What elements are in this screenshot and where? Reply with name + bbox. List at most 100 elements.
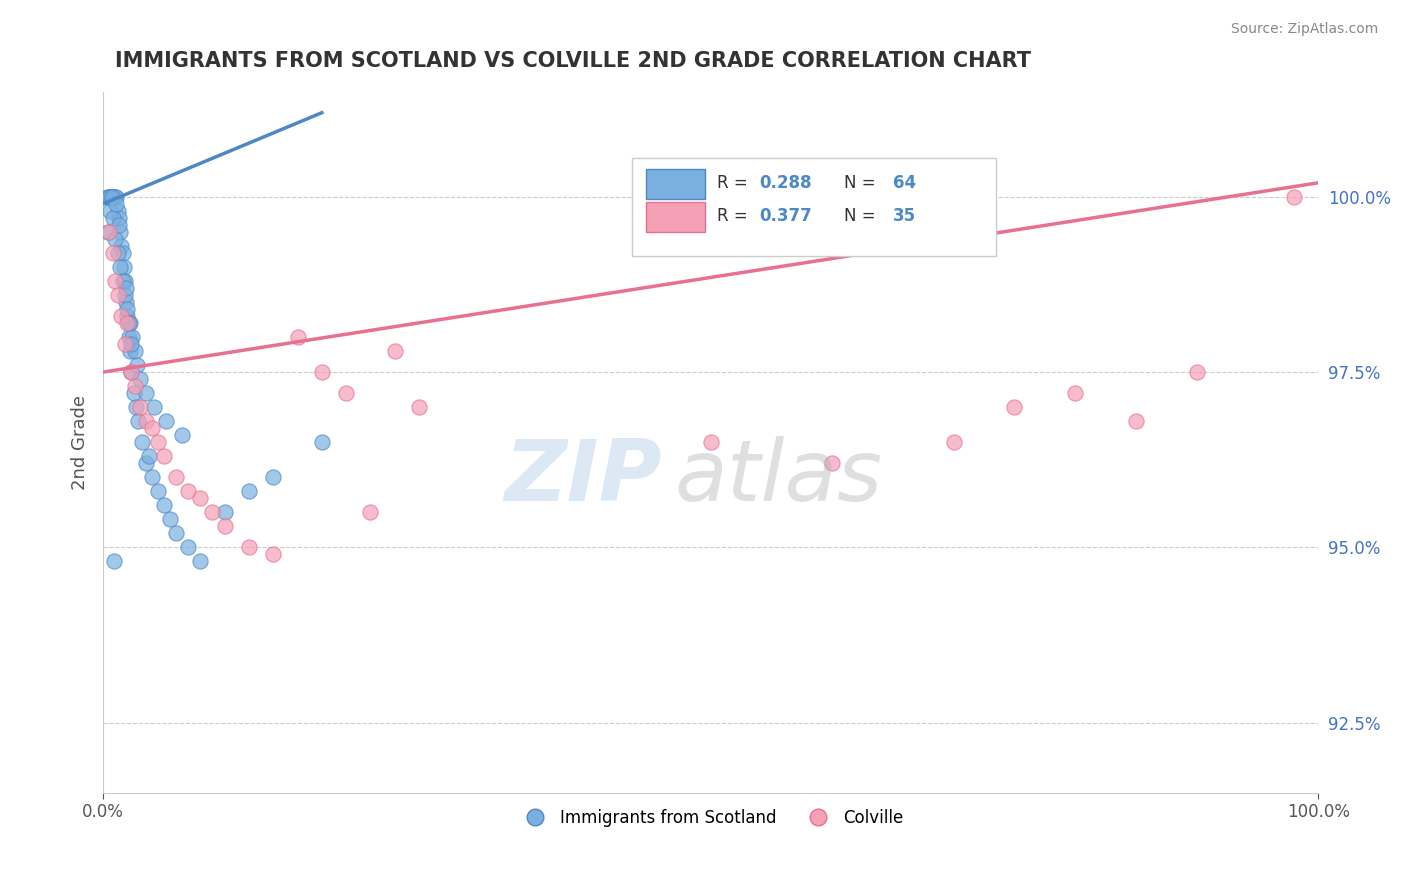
Point	[262, 547, 284, 561]
Text: 0.288: 0.288	[759, 174, 811, 192]
Point	[107, 246, 129, 260]
Point	[1064, 386, 1087, 401]
Point	[942, 435, 965, 450]
Point	[108, 211, 131, 225]
Point	[100, 190, 122, 204]
Point	[311, 435, 333, 450]
Point	[165, 470, 187, 484]
Point	[821, 456, 844, 470]
Point	[188, 491, 211, 506]
Point	[127, 414, 149, 428]
Point	[118, 316, 141, 330]
Text: 0.377: 0.377	[759, 207, 813, 225]
Point	[111, 274, 134, 288]
Point	[100, 190, 122, 204]
Point	[101, 211, 124, 225]
Text: IMMIGRANTS FROM SCOTLAND VS COLVILLE 2ND GRADE CORRELATION CHART: IMMIGRANTS FROM SCOTLAND VS COLVILLE 2ND…	[115, 51, 1031, 70]
Point	[98, 190, 121, 204]
Point	[107, 203, 129, 218]
Point	[108, 218, 131, 232]
Point	[1125, 414, 1147, 428]
Point	[110, 239, 132, 253]
Point	[138, 449, 160, 463]
Point	[143, 400, 166, 414]
Point	[287, 330, 309, 344]
FancyBboxPatch shape	[647, 202, 704, 232]
Point	[128, 400, 150, 414]
Point	[335, 386, 357, 401]
Point	[103, 554, 125, 568]
Point	[359, 505, 381, 519]
Point	[98, 225, 121, 239]
Point	[120, 365, 142, 379]
Text: Source: ZipAtlas.com: Source: ZipAtlas.com	[1230, 22, 1378, 37]
Point	[408, 400, 430, 414]
Point	[114, 337, 136, 351]
Text: 35: 35	[893, 207, 917, 225]
Point	[141, 421, 163, 435]
Point	[238, 484, 260, 499]
Text: N =: N =	[845, 207, 882, 225]
Point	[311, 365, 333, 379]
Point	[100, 203, 122, 218]
Point	[177, 484, 200, 499]
Point	[101, 190, 124, 204]
Point	[1282, 190, 1305, 204]
Point	[214, 519, 236, 533]
Text: atlas: atlas	[675, 435, 882, 519]
Point	[125, 400, 148, 414]
Point	[262, 470, 284, 484]
Point	[1185, 365, 1208, 379]
Text: R =: R =	[717, 174, 752, 192]
Point	[104, 190, 127, 204]
Point	[103, 190, 125, 204]
Point	[122, 386, 145, 401]
Point	[141, 470, 163, 484]
Point	[127, 358, 149, 372]
Point	[146, 435, 169, 450]
Point	[124, 379, 146, 393]
Point	[98, 190, 121, 204]
Point	[1004, 400, 1026, 414]
Legend: Immigrants from Scotland, Colville: Immigrants from Scotland, Colville	[512, 802, 910, 833]
Point	[146, 484, 169, 499]
Point	[135, 456, 157, 470]
Point	[96, 190, 118, 204]
Point	[638, 190, 661, 204]
Text: R =: R =	[717, 207, 752, 225]
Point	[238, 541, 260, 555]
Point	[135, 414, 157, 428]
Point	[115, 295, 138, 310]
Point	[107, 288, 129, 302]
Point	[117, 330, 139, 344]
Point	[115, 281, 138, 295]
Text: ZIP: ZIP	[505, 435, 662, 519]
Point	[112, 260, 135, 274]
Point	[114, 288, 136, 302]
Point	[188, 554, 211, 568]
Point	[135, 386, 157, 401]
Point	[124, 344, 146, 359]
Point	[153, 498, 176, 512]
Point	[131, 435, 153, 450]
Point	[105, 190, 128, 204]
Point	[110, 309, 132, 323]
Point	[155, 414, 177, 428]
Point	[120, 337, 142, 351]
Point	[120, 365, 142, 379]
Text: N =: N =	[845, 174, 882, 192]
Point	[177, 541, 200, 555]
Point	[118, 344, 141, 359]
Point	[105, 197, 128, 211]
Point	[165, 526, 187, 541]
Point	[104, 274, 127, 288]
Point	[100, 190, 122, 204]
Point	[114, 274, 136, 288]
Point	[117, 316, 139, 330]
Point	[699, 435, 721, 450]
Point	[108, 260, 131, 274]
FancyBboxPatch shape	[631, 158, 997, 256]
Point	[201, 505, 224, 519]
Y-axis label: 2nd Grade: 2nd Grade	[72, 394, 89, 490]
Text: 64: 64	[893, 174, 917, 192]
